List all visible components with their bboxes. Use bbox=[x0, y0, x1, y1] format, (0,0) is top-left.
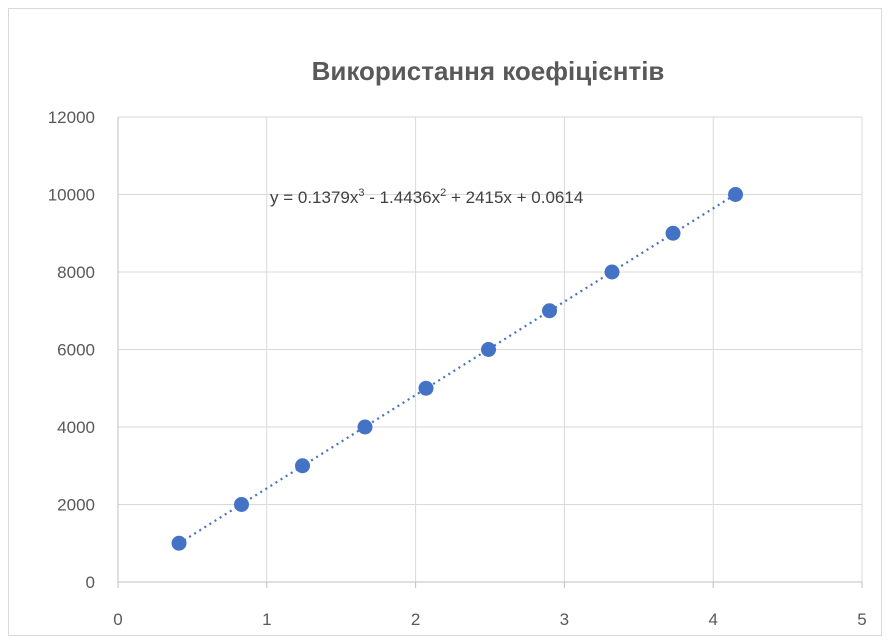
data-point bbox=[295, 458, 311, 474]
x-tick-label: 3 bbox=[560, 610, 569, 629]
data-point bbox=[481, 342, 497, 357]
trendline bbox=[178, 193, 737, 545]
data-point bbox=[418, 380, 434, 396]
y-tick-label: 8000 bbox=[57, 263, 95, 282]
equation-exponent-3: 3 bbox=[358, 187, 364, 199]
x-tick-label: 5 bbox=[857, 610, 866, 629]
y-tick-label: 4000 bbox=[57, 418, 95, 437]
data-point bbox=[234, 497, 250, 512]
data-point bbox=[357, 419, 373, 435]
data-point bbox=[171, 535, 187, 551]
trendline-equation: y = 0.1379x3 - 1.4436x2 + 2415x + 0.0614 bbox=[270, 187, 583, 207]
data-point bbox=[665, 225, 681, 241]
axes bbox=[117, 117, 863, 588]
equation-part-2: - 1.4436x bbox=[365, 188, 441, 207]
equation-part-3: + 2415x + 0.0614 bbox=[446, 188, 583, 207]
x-tick-label: 0 bbox=[113, 610, 122, 629]
y-tick-label: 0 bbox=[86, 573, 95, 592]
x-tick-label: 4 bbox=[708, 610, 717, 629]
x-tick-label: 1 bbox=[262, 610, 271, 629]
data-points bbox=[171, 187, 744, 551]
y-tick-label: 6000 bbox=[57, 341, 95, 360]
data-point bbox=[604, 264, 620, 280]
data-point bbox=[728, 187, 744, 202]
chart-title: Використання коефіцієнтів bbox=[312, 56, 665, 86]
x-axis-tick-labels: 0 1 2 3 4 5 bbox=[113, 610, 866, 629]
x-tick-label: 2 bbox=[411, 610, 420, 629]
y-axis-tick-labels: 0 2000 4000 6000 8000 10000 12000 bbox=[48, 108, 95, 592]
chart-area bbox=[8, 8, 882, 636]
equation-part-1: y = 0.1379x bbox=[270, 188, 359, 207]
y-tick-label: 10000 bbox=[48, 186, 95, 205]
y-tick-label: 12000 bbox=[48, 108, 95, 127]
data-point bbox=[542, 303, 558, 319]
equation-exponent-2: 2 bbox=[440, 187, 446, 199]
y-tick-label: 2000 bbox=[57, 496, 95, 515]
